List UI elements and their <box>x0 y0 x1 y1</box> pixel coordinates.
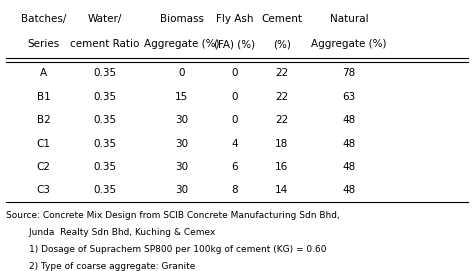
Text: Water/: Water/ <box>88 14 122 24</box>
Text: 0: 0 <box>178 68 185 78</box>
Text: (FA) (%): (FA) (%) <box>214 39 255 49</box>
Text: C1: C1 <box>37 138 51 149</box>
Text: 0.35: 0.35 <box>93 185 117 195</box>
Text: 0.35: 0.35 <box>93 138 117 149</box>
Text: 1) Dosage of Suprachem SP800 per 100kg of cement (KG) = 0.60: 1) Dosage of Suprachem SP800 per 100kg o… <box>6 245 327 254</box>
Text: 30: 30 <box>175 162 188 172</box>
Text: Cement: Cement <box>261 14 302 24</box>
Text: Biomass: Biomass <box>160 14 204 24</box>
Text: 0: 0 <box>231 92 238 102</box>
Text: Source: Concrete Mix Design from SCIB Concrete Manufacturing Sdn Bhd,: Source: Concrete Mix Design from SCIB Co… <box>6 211 340 220</box>
Text: 2) Type of coarse aggregate: Granite: 2) Type of coarse aggregate: Granite <box>6 262 195 271</box>
Text: 16: 16 <box>275 162 288 172</box>
Text: 0: 0 <box>231 68 238 78</box>
Text: 0.35: 0.35 <box>93 162 117 172</box>
Text: (%): (%) <box>273 39 291 49</box>
Text: 48: 48 <box>342 115 356 125</box>
Text: C3: C3 <box>37 185 51 195</box>
Text: 8: 8 <box>231 185 238 195</box>
Text: 30: 30 <box>175 138 188 149</box>
Text: 0.35: 0.35 <box>93 92 117 102</box>
Text: 22: 22 <box>275 115 288 125</box>
Text: 0.35: 0.35 <box>93 68 117 78</box>
Text: 30: 30 <box>175 115 188 125</box>
Text: Natural: Natural <box>329 14 368 24</box>
Text: Batches/: Batches/ <box>21 14 66 24</box>
Text: Aggregate (%): Aggregate (%) <box>311 39 387 49</box>
Text: B2: B2 <box>37 115 51 125</box>
Text: 22: 22 <box>275 68 288 78</box>
Text: 14: 14 <box>275 185 288 195</box>
Text: 0.35: 0.35 <box>93 115 117 125</box>
Text: 4: 4 <box>231 138 238 149</box>
Text: A: A <box>40 68 47 78</box>
Text: 6: 6 <box>231 162 238 172</box>
Text: C2: C2 <box>37 162 51 172</box>
Text: B1: B1 <box>37 92 51 102</box>
Text: 48: 48 <box>342 138 356 149</box>
Text: Fly Ash: Fly Ash <box>216 14 254 24</box>
Text: 22: 22 <box>275 92 288 102</box>
Text: cement Ratio: cement Ratio <box>70 39 140 49</box>
Text: 63: 63 <box>342 92 356 102</box>
Text: 0: 0 <box>231 115 238 125</box>
Text: 30: 30 <box>175 185 188 195</box>
Text: 48: 48 <box>342 185 356 195</box>
Text: 78: 78 <box>342 68 356 78</box>
Text: Junda  Realty Sdn Bhd, Kuching & Cemex: Junda Realty Sdn Bhd, Kuching & Cemex <box>6 228 216 237</box>
Text: 15: 15 <box>175 92 188 102</box>
Text: Aggregate (%): Aggregate (%) <box>144 39 219 49</box>
Text: 48: 48 <box>342 162 356 172</box>
Text: Series: Series <box>27 39 60 49</box>
Text: 18: 18 <box>275 138 288 149</box>
